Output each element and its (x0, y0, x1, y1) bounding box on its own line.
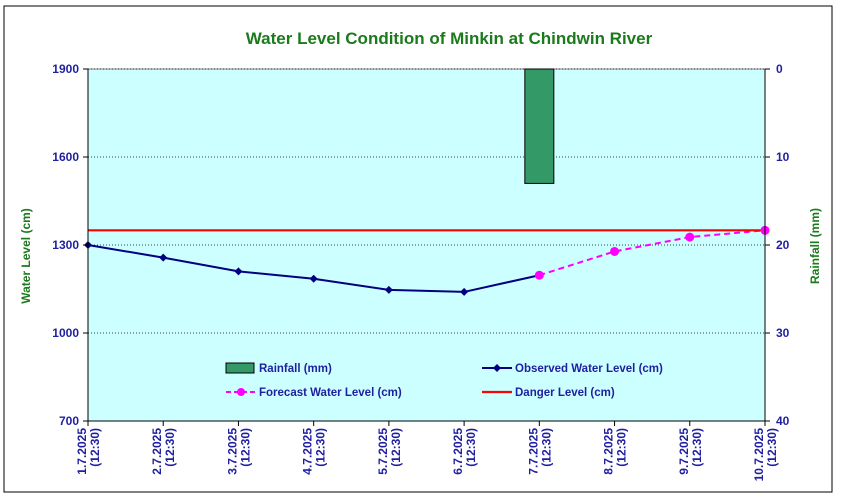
x-tick-label-date: 1.7.2025 (75, 428, 89, 475)
legend-swatch-rainfall (225, 362, 255, 374)
y2-tick-label-30: 30 (776, 326, 790, 340)
y2-tick-label-10: 10 (776, 150, 790, 164)
observed-point (159, 253, 168, 262)
x-tick-label-time: (12:30) (314, 428, 328, 467)
x-tick-label-date: 5.7.2025 (376, 428, 390, 475)
legend-marker-observed (493, 364, 501, 372)
y-tick-label-1300: 1300 (52, 238, 79, 252)
y-tick-label-1000: 1000 (52, 326, 79, 340)
legend-label: Danger Level (cm) (515, 387, 615, 399)
x-tick-label-time: (12:30) (539, 428, 553, 467)
x-tick-label-date: 10.7.2025 (752, 428, 766, 482)
legend-label: Rainfall (mm) (259, 363, 332, 375)
y2-tick-label-0: 0 (776, 62, 783, 76)
legend: Rainfall (mm) Observed Water Level (cm) Fo… (225, 362, 663, 399)
y-tick-label-700: 700 (59, 414, 79, 428)
x-tick-label-time: (12:30) (163, 428, 177, 467)
observed-point (460, 287, 469, 296)
plot-area (87, 68, 766, 422)
x-tick-label-time: (12:30) (765, 428, 779, 467)
legend-label: Observed Water Level (cm) (515, 363, 663, 375)
observed-point (234, 267, 243, 276)
x-tick-label-date: 4.7.2025 (301, 428, 315, 475)
x-tick-label-time: (12:30) (88, 428, 102, 467)
x-tick-label-date: 3.7.2025 (225, 428, 239, 475)
legend-label: Forecast Water Level (cm) (259, 387, 402, 399)
x-tick-label-time: (12:30) (690, 428, 704, 467)
x-tick-label-time: (12:30) (389, 428, 403, 467)
y2-tick-label-40: 40 (776, 414, 790, 428)
y2-tick-label-20: 20 (776, 238, 790, 252)
observed-point (384, 285, 393, 294)
x-tick-label-time: (12:30) (464, 428, 478, 467)
x-tick-label-date: 8.7.2025 (602, 428, 616, 475)
x-tick-label-time: (12:30) (238, 428, 252, 467)
y-tick-label-1900: 1900 (52, 62, 79, 76)
y2-axis-title: Rainfall (mm) (808, 208, 822, 284)
forecast-point (610, 246, 620, 256)
y-axis-title: Water Level (cm) (19, 208, 33, 304)
forecast-water-level-line (539, 229, 766, 277)
rainfall-bars (524, 68, 555, 184)
y-tick-label-1600: 1600 (52, 150, 79, 164)
chart-title: Water Level Condition of Minkin at Chind… (246, 29, 653, 48)
x-tick-label-date: 6.7.2025 (451, 428, 465, 475)
x-tick-label-date: 2.7.2025 (150, 428, 164, 475)
observed-point (309, 274, 318, 283)
gridlines (88, 68, 765, 334)
forecast-point (685, 232, 695, 242)
x-tick-label-time: (12:30) (615, 428, 629, 467)
legend-marker-forecast (237, 388, 245, 396)
forecast-point (534, 270, 544, 280)
x-tick-label-date: 9.7.2025 (677, 428, 691, 475)
rainfall-bar (524, 68, 555, 184)
x-tick-label-date: 7.7.2025 (526, 428, 540, 475)
series-markers (84, 225, 770, 296)
